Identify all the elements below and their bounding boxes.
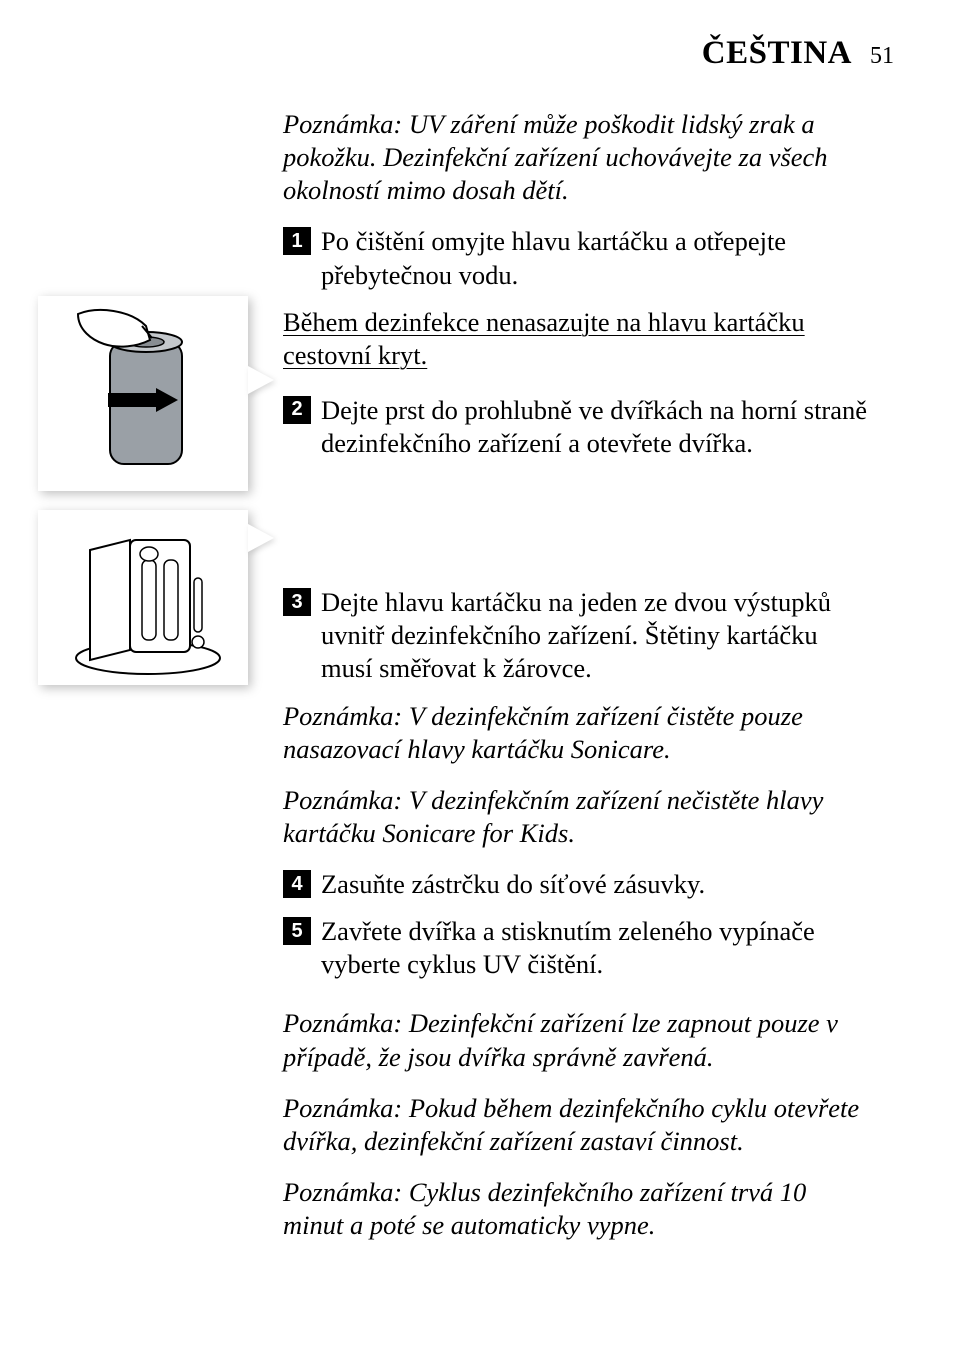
note-cycle-10min: Poznámka: Cyklus dezinfekčního zařízení … [283,1176,873,1242]
step-2-text: Dejte prst do prohlubně ve dvířkách na h… [321,394,873,460]
step-2: 2 Dejte prst do prohlubně ve dvířkách na… [283,394,873,460]
step-3-text: Dejte hlavu kartáčku na jeden ze dvou vý… [321,586,873,685]
figure-frame [38,296,248,491]
sanitizer-open-illustration [38,296,248,491]
figure-frame [38,510,248,685]
step-number-box: 4 [283,870,311,898]
note-uv-warning: Poznámka: UV záření může poškodit lidský… [283,108,873,207]
note-door-closed: Poznámka: Dezinfekční zařízení lze zapno… [283,1007,873,1073]
step-5-text: Zavřete dvířka a stisknutím zeleného vyp… [321,915,873,981]
figure-pointer-icon [248,524,274,552]
step-number-box: 2 [283,396,311,424]
vertical-spacer [283,995,873,1007]
figure-1-open-door [38,296,248,491]
step-4: 4 Zasuňte zástrčku do síťové zásuvky. [283,868,873,901]
page-number: 51 [870,43,894,70]
note-not-for-kids: Poznámka: V dezinfekčním zařízení nečist… [283,784,873,850]
figure-pointer-icon [248,366,274,394]
step-number-box: 1 [283,227,311,255]
language-heading: ČEŠTINA [702,35,852,72]
callout-travel-cap-text: Během dezinfekce nenasazujte na hlavu ka… [283,307,805,370]
step-5: 5 Zavřete dvířka a stisknutím zeleného v… [283,915,873,981]
step-number-box: 3 [283,588,311,616]
step-1: 1 Po čištění omyjte hlavu kartáčku a otř… [283,225,873,291]
step-1-text: Po čištění omyjte hlavu kartáčku a otřep… [321,225,873,291]
step-number-box: 5 [283,917,311,945]
step-4-text: Zasuňte zástrčku do síťové zásuvky. [321,868,705,901]
step-3: 3 Dejte hlavu kartáčku na jeden ze dvou … [283,586,873,685]
page-header: ČEŠTINA 51 [702,35,894,72]
note-snapon-only: Poznámka: V dezinfekčním zařízení čistět… [283,700,873,766]
figure-2-insert-head [38,510,248,685]
callout-travel-cap: Během dezinfekce nenasazujte na hlavu ka… [283,306,873,372]
content-column: Poznámka: UV záření může poškodit lidský… [283,108,873,1260]
note-door-open-stop: Poznámka: Pokud během dezinfekčního cykl… [283,1092,873,1158]
vertical-spacer [283,474,873,586]
sanitizer-insert-illustration [38,510,248,685]
